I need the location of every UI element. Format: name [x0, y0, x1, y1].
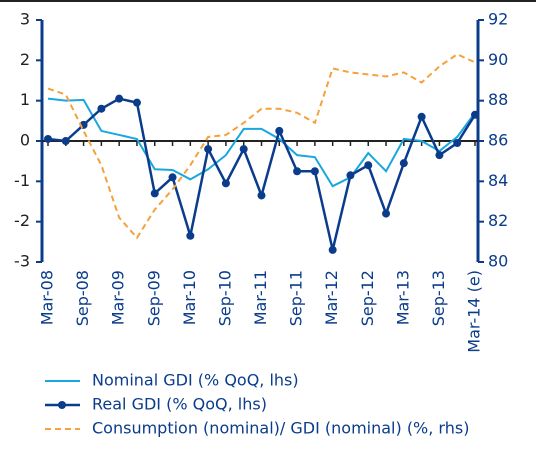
- x-tick-label: Sep-09: [144, 270, 163, 326]
- legend-label: Nominal GDI (% QoQ, lhs): [92, 371, 299, 390]
- point: [115, 94, 124, 103]
- x-tick-label: Sep-11: [287, 270, 306, 326]
- point: [97, 104, 106, 113]
- series-line: [47, 53, 476, 240]
- point: [61, 137, 70, 145]
- point: [150, 189, 159, 198]
- y2-tick-label: 90: [488, 50, 508, 69]
- y2-tick-label: 86: [488, 131, 508, 150]
- x-tick-label: Mar-09: [109, 270, 128, 325]
- y2-tick-label: 80: [488, 252, 508, 271]
- x-tick-label: Sep-10: [215, 270, 234, 326]
- legend-marker: [58, 401, 66, 409]
- x-tick-label: Sep-13: [429, 270, 448, 326]
- legend-label: Consumption (nominal)/ GDI (nominal) (%,…: [92, 419, 469, 438]
- y2-tick-label: 88: [488, 90, 508, 109]
- x-tick-label: Sep-08: [73, 270, 92, 326]
- point: [293, 167, 302, 176]
- point: [328, 245, 337, 254]
- x-tick-label: Mar-14 (e): [465, 270, 484, 353]
- point: [275, 126, 284, 135]
- x-tick-label: Mar-08: [38, 270, 57, 325]
- point: [382, 209, 391, 218]
- point: [364, 161, 373, 170]
- point: [417, 112, 426, 121]
- point: [186, 231, 195, 240]
- x-tick-label: Mar-11: [251, 270, 270, 325]
- point: [132, 98, 141, 107]
- x-tick-label: Mar-10: [180, 270, 199, 325]
- x-tick-label: Sep-12: [358, 270, 377, 326]
- point: [435, 151, 444, 160]
- point: [221, 179, 230, 188]
- y-tick-label: -1: [14, 171, 30, 190]
- legend-label: Real GDI (% QoQ, lhs): [92, 395, 267, 414]
- y-tick-label: 2: [20, 50, 30, 69]
- series-line: [47, 97, 477, 251]
- y2-tick-label: 92: [488, 10, 508, 29]
- y-tick-label: 0: [20, 131, 30, 150]
- y-tick-label: 3: [20, 10, 30, 29]
- x-tick-label: Mar-12: [322, 270, 341, 325]
- x-tick-label: Mar-13: [393, 270, 412, 325]
- point: [471, 110, 479, 119]
- point: [346, 171, 355, 180]
- point: [453, 139, 462, 148]
- point: [168, 173, 177, 182]
- point: [204, 145, 213, 154]
- point: [257, 191, 266, 200]
- y-tick-label: 1: [20, 90, 30, 109]
- y2-tick-label: 82: [488, 211, 508, 230]
- y2-tick-label: 84: [488, 171, 508, 190]
- point: [239, 145, 248, 154]
- point: [310, 167, 319, 176]
- point: [44, 134, 52, 143]
- series-line: [47, 97, 476, 188]
- y-tick-label: -2: [14, 211, 30, 230]
- point: [399, 159, 408, 168]
- y-tick-label: -3: [14, 252, 30, 271]
